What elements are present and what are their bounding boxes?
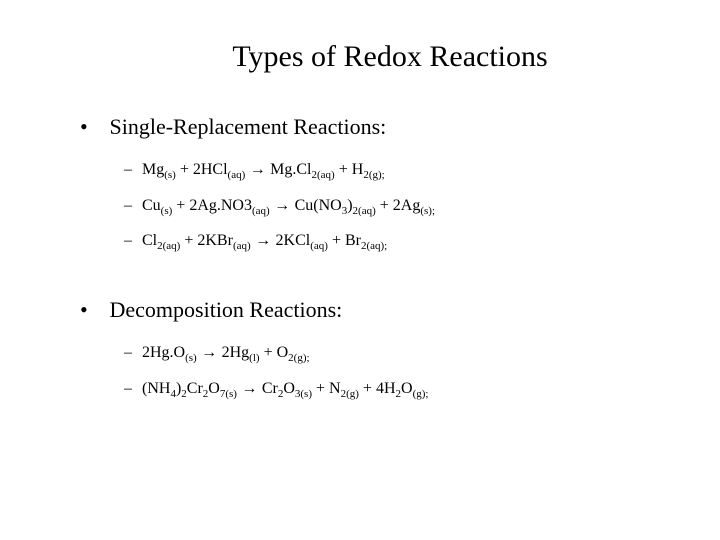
formula: Mg(s) + 2HCl(aq) → Mg.Cl2(aq) + H2(g); xyxy=(142,161,385,178)
arrow-icon: → xyxy=(270,197,295,214)
formula: Cu(s) + 2Ag.NO3(aq) → Cu(NO3)2(aq) + 2Ag… xyxy=(142,197,435,214)
reaction-3: Cl2(aq) + 2KBr(aq) → 2KCl(aq) + Br2(aq); xyxy=(124,229,660,255)
reaction-2: Cu(s) + 2Ag.NO3(aq) → Cu(NO3)2(aq) + 2Ag… xyxy=(124,194,660,220)
section-heading-text: Single-Replacement Reactions: xyxy=(110,114,387,139)
slide: Types of Redox Reactions Single-Replacem… xyxy=(0,0,720,540)
section-heading-text: Decomposition Reactions: xyxy=(110,297,343,322)
reaction-4: 2Hg.O(s) → 2Hg(l) + O2(g); xyxy=(124,341,660,367)
arrow-icon: → xyxy=(251,232,276,249)
reaction-1: Mg(s) + 2HCl(aq) → Mg.Cl2(aq) + H2(g); xyxy=(124,158,660,184)
formula: (NH4)2Cr2O7(s) → Cr2O3(s) + N2(g) + 4H2O… xyxy=(142,380,428,397)
arrow-icon: → xyxy=(197,344,222,361)
arrow-icon: → xyxy=(237,380,262,397)
reaction-5: (NH4)2Cr2O7(s) → Cr2O3(s) + N2(g) + 4H2O… xyxy=(124,377,660,403)
section-2-heading: Decomposition Reactions: xyxy=(80,297,660,323)
formula: 2Hg.O(s) → 2Hg(l) + O2(g); xyxy=(142,344,310,361)
slide-title: Types of Redox Reactions xyxy=(120,40,660,74)
section-2: Decomposition Reactions: 2Hg.O(s) → 2Hg(… xyxy=(80,297,660,402)
section-1: Single-Replacement Reactions: Mg(s) + 2H… xyxy=(80,114,660,255)
arrow-icon: → xyxy=(245,161,270,178)
section-1-heading: Single-Replacement Reactions: xyxy=(80,114,660,140)
formula: Cl2(aq) + 2KBr(aq) → 2KCl(aq) + Br2(aq); xyxy=(142,232,387,249)
